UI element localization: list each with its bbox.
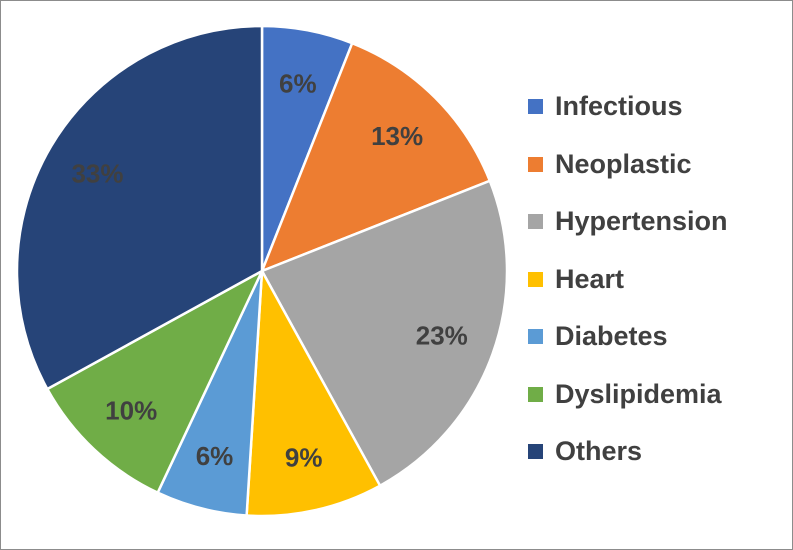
slice-data-label: 23% [416,321,468,351]
legend-swatch [528,214,543,230]
legend-label: Neoplastic [555,148,692,179]
legend-label: Diabetes [555,321,668,352]
pie-slice-others [15,24,264,391]
pie-slice-hypertension [260,179,509,488]
legend-item-hypertension: Hypertension [528,193,728,251]
legend-swatch [528,156,543,172]
legend: Infectious Neoplastic Hypertension Heart… [528,78,728,481]
slice-data-label: 6% [196,441,234,471]
legend-label: Infectious [555,91,683,122]
legend-item-infectious: Infectious [528,78,728,136]
pie-slice-heart [245,266,382,518]
legend-label: Others [555,436,643,467]
legend-item-others: Others [528,423,728,481]
legend-item-diabetes: Diabetes [528,308,728,366]
legend-swatch [528,99,543,115]
slice-data-label: 13% [371,121,423,151]
pie-slice-neoplastic [259,41,492,274]
legend-label: Heart [555,263,625,294]
legend-swatch [528,444,543,460]
legend-item-dyslipidemia: Dyslipidemia [528,366,728,424]
legend-swatch [528,329,543,345]
legend-label: Hypertension [555,206,728,237]
slice-data-label: 33% [71,159,123,189]
legend-item-neoplastic: Neoplastic [528,136,728,194]
slice-data-label: 9% [285,443,323,473]
slice-data-label: 10% [105,395,157,425]
slice-data-label: 6% [279,68,317,98]
legend-swatch [528,271,543,287]
pie-slice-dyslipidemia [45,268,265,495]
legend-item-heart: Heart [528,251,728,309]
legend-label: Dyslipidemia [555,378,722,409]
legend-swatch [528,386,543,402]
